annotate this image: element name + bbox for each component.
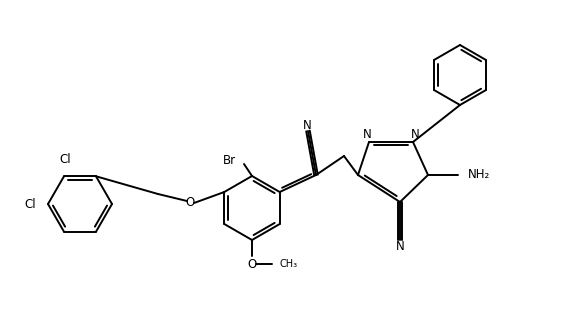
Text: NH₂: NH₂: [468, 169, 490, 182]
Text: N: N: [396, 239, 404, 252]
Text: O: O: [186, 197, 195, 210]
Text: Cl: Cl: [59, 153, 71, 166]
Text: O: O: [247, 258, 256, 271]
Text: N: N: [303, 119, 311, 132]
Text: N: N: [410, 128, 419, 142]
Text: Cl: Cl: [24, 197, 36, 211]
Text: N: N: [363, 128, 371, 142]
Text: Br: Br: [223, 155, 236, 168]
Text: CH₃: CH₃: [280, 259, 298, 269]
